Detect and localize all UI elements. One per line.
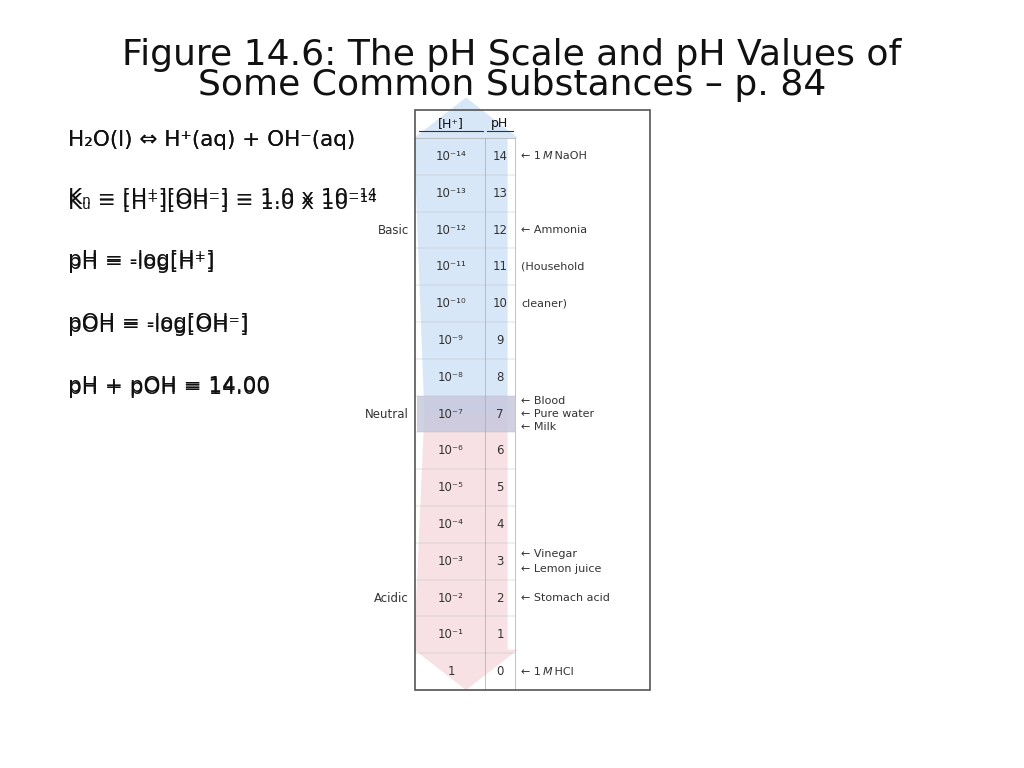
Text: ← Stomach acid: ← Stomach acid [521,593,610,603]
Text: Acidic: Acidic [374,591,409,604]
Text: 10⁻⁷: 10⁻⁷ [438,408,464,421]
Text: ← Vinegar: ← Vinegar [521,549,577,559]
Text: Figure 14.6: The pH Scale and pH Values of: Figure 14.6: The pH Scale and pH Values … [123,38,901,72]
Text: H₂O(l) ⇔ H⁺(aq) + OH⁻(aq): H₂O(l) ⇔ H⁺(aq) + OH⁻(aq) [68,130,355,150]
Text: 6: 6 [497,445,504,457]
Text: cleaner): cleaner) [521,299,567,309]
Bar [417,396,515,432]
Text: 10⁻¹³: 10⁻¹³ [435,187,466,200]
Text: 0: 0 [497,665,504,678]
Text: 9: 9 [497,334,504,347]
Text: ← Pure water: ← Pure water [521,409,594,419]
Text: Some Common Substances – p. 84: Some Common Substances – p. 84 [198,68,826,102]
Polygon shape [414,98,518,414]
Text: H₂O(l) ⇔ H⁺(aq) + OH⁻(aq): H₂O(l) ⇔ H⁺(aq) + OH⁻(aq) [68,130,355,150]
Text: 10⁻¹⁴: 10⁻¹⁴ [435,150,466,163]
Text: 10⁻³: 10⁻³ [438,554,464,568]
Text: pOH = -log[OH⁻]: pOH = -log[OH⁻] [68,316,249,336]
Polygon shape [414,414,518,690]
Text: pH + pOH = 14.00: pH + pOH = 14.00 [68,376,270,396]
Bar [415,110,650,690]
Text: 10⁻¹: 10⁻¹ [438,628,464,641]
Text: ← Blood: ← Blood [521,396,565,406]
Text: 10⁻²: 10⁻² [438,591,464,604]
Text: 10⁻⁴: 10⁻⁴ [438,518,464,531]
Text: ← Ammonia: ← Ammonia [521,225,587,235]
Text: 10⁻⁸: 10⁻⁸ [438,371,464,384]
Text: 2: 2 [497,591,504,604]
Text: ← 1: ← 1 [521,667,545,677]
Text: ← Milk: ← Milk [521,422,556,432]
Text: NaOH: NaOH [551,151,587,161]
Text: 4: 4 [497,518,504,531]
Text: pH: pH [492,118,509,131]
Text: M: M [543,151,553,161]
Text: 10⁻⁶: 10⁻⁶ [438,445,464,457]
Text: Neutral: Neutral [366,408,409,421]
Text: Kₙ = [H⁺][OH⁻] = 1.0 x 10⁻¹⁴: Kₙ = [H⁺][OH⁻] = 1.0 x 10⁻¹⁴ [68,188,377,208]
Text: 10⁻¹¹: 10⁻¹¹ [435,260,467,273]
Text: [H⁺]: [H⁺] [438,118,464,131]
Text: 10: 10 [493,297,508,310]
Text: 11: 11 [493,260,508,273]
Text: ← Lemon juice: ← Lemon juice [521,564,601,574]
Text: 13: 13 [493,187,508,200]
Text: pH = -log[H⁺]: pH = -log[H⁺] [68,250,214,270]
Text: 10⁻⁵: 10⁻⁵ [438,481,464,494]
Text: pH + pOH = 14.00: pH + pOH = 14.00 [68,378,270,398]
Text: 10⁻⁹: 10⁻⁹ [438,334,464,347]
Text: 3: 3 [497,554,504,568]
Text: (Household: (Household [521,262,585,272]
Text: ← 1: ← 1 [521,151,545,161]
Text: Kᵤ = [H⁺][OH⁻] = 1.0 x 10⁻¹⁴: Kᵤ = [H⁺][OH⁻] = 1.0 x 10⁻¹⁴ [68,193,377,213]
Text: 12: 12 [493,223,508,237]
Text: 7: 7 [497,408,504,421]
Text: pOH = -log[OH⁻]: pOH = -log[OH⁻] [68,313,249,333]
Text: M: M [543,667,553,677]
Text: 1: 1 [497,628,504,641]
Text: 1: 1 [447,665,455,678]
Text: 8: 8 [497,371,504,384]
Text: 10⁻¹⁰: 10⁻¹⁰ [435,297,466,310]
Text: 10⁻¹²: 10⁻¹² [435,223,466,237]
Text: 14: 14 [493,150,508,163]
Text: pH = -log[H⁺]: pH = -log[H⁺] [68,253,214,273]
Text: 5: 5 [497,481,504,494]
Text: HCl: HCl [551,667,573,677]
Text: Basic: Basic [378,223,409,237]
